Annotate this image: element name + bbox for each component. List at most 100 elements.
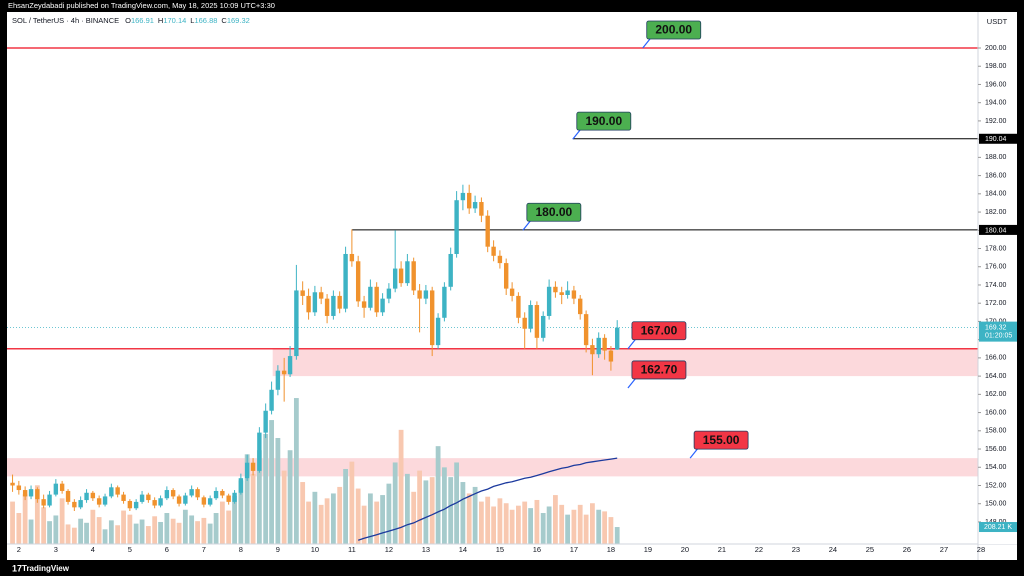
candle-body (534, 305, 540, 338)
candle-body (269, 389, 274, 411)
candle-body (164, 490, 170, 499)
candle-body (139, 494, 145, 502)
candle-body (72, 501, 77, 508)
volume-bar (250, 473, 256, 544)
candle-body (207, 498, 213, 505)
callout-pointer (522, 219, 532, 231)
x-tick-label: 8 (239, 545, 243, 554)
volume-bar (275, 438, 281, 544)
x-tick-label: 28 (977, 545, 985, 554)
zone (7, 458, 978, 477)
candle-body (590, 345, 595, 355)
candle-body (497, 255, 503, 264)
candle-body (121, 494, 126, 501)
x-tick-label: 15 (496, 545, 504, 554)
candle-body (232, 492, 237, 502)
level-price-label: 180.04 (985, 227, 1007, 234)
candle-body (170, 490, 176, 497)
candle-body (411, 261, 416, 291)
candle-body (318, 292, 324, 299)
zone (272, 348, 978, 377)
candle-body (65, 490, 71, 502)
x-tick-label: 11 (348, 545, 356, 554)
legend-value: 166.91 (131, 16, 154, 25)
candle-body (47, 494, 52, 506)
candle-body (559, 292, 564, 295)
callout-pointer (627, 377, 637, 389)
candle-body (528, 305, 533, 329)
candle-body (250, 462, 256, 471)
callout-box (526, 202, 582, 222)
x-tick-label: 21 (718, 545, 726, 554)
volume-bar (189, 515, 195, 544)
candle-body (16, 485, 22, 491)
volume-bar (22, 494, 28, 544)
volume-bar (565, 514, 571, 544)
x-tick-label: 7 (202, 545, 206, 554)
volume-bar (491, 506, 497, 544)
volume-bar (466, 493, 472, 544)
candle-body (41, 499, 46, 506)
volume-bar (127, 514, 133, 544)
volume-bar (59, 498, 65, 544)
volume-bar (145, 526, 151, 544)
x-tick-label: 24 (829, 545, 837, 554)
legend-value: 170.14 (163, 16, 186, 25)
volume-bar (47, 521, 52, 544)
candle-body (578, 298, 583, 315)
volume-bar (34, 485, 40, 544)
candle-body (380, 298, 385, 313)
volume-bar (559, 504, 565, 544)
candle-body (28, 489, 34, 497)
candle-body (90, 492, 96, 499)
candle-body (522, 317, 527, 329)
x-tick-label: 14 (459, 545, 467, 554)
candle-body (355, 261, 361, 302)
volume-bar (201, 517, 207, 544)
volume-bar (392, 462, 398, 544)
candle-body (337, 295, 342, 309)
volume-bar (460, 482, 466, 544)
candle-body (472, 202, 478, 209)
y-tick-label: 178.00 (985, 245, 1007, 252)
candle-body (102, 496, 108, 505)
volume-bar (263, 433, 269, 544)
volume-bar (404, 473, 410, 544)
candle-body (343, 253, 348, 309)
volume-bar (330, 493, 336, 544)
y-tick-label: 186.00 (985, 172, 1007, 179)
candle-body (417, 290, 422, 299)
level-price-box (979, 224, 1017, 235)
callout-box (631, 321, 687, 341)
price-axis-background (978, 12, 1017, 544)
candle-body (615, 327, 620, 350)
candle-body (368, 286, 373, 308)
x-tick-label: 10 (311, 545, 319, 554)
volume-bar (78, 518, 84, 544)
y-tick-label: 200.00 (985, 45, 1007, 52)
x-tick-label: 4 (91, 545, 95, 554)
volume-bar (516, 505, 521, 544)
y-tick-label: 184.00 (985, 191, 1007, 198)
candle-body (429, 290, 435, 346)
callout-box (646, 20, 702, 40)
candle-body (213, 490, 219, 499)
volume-label: 208.21 K (984, 524, 1012, 531)
candle-body (386, 288, 392, 299)
callout-label: 180.00 (535, 205, 572, 219)
volume-bar (546, 506, 552, 544)
volume-bar (71, 527, 77, 544)
volume-bar (28, 519, 34, 544)
x-tick-label: 3 (54, 545, 58, 554)
callout-label: 162.70 (641, 363, 678, 377)
legend: SOL / TetherUS · 4h · BINANCE O166.91 H170… (12, 16, 250, 25)
volume-bar (115, 525, 121, 544)
candle-body (281, 370, 287, 375)
publisher-header: EhsanZeydabadi published on TradingView.… (8, 1, 275, 10)
candle-body (226, 495, 231, 502)
candle-body (263, 410, 268, 433)
candle-body (238, 478, 244, 493)
logo-mark: 17 (12, 563, 22, 573)
